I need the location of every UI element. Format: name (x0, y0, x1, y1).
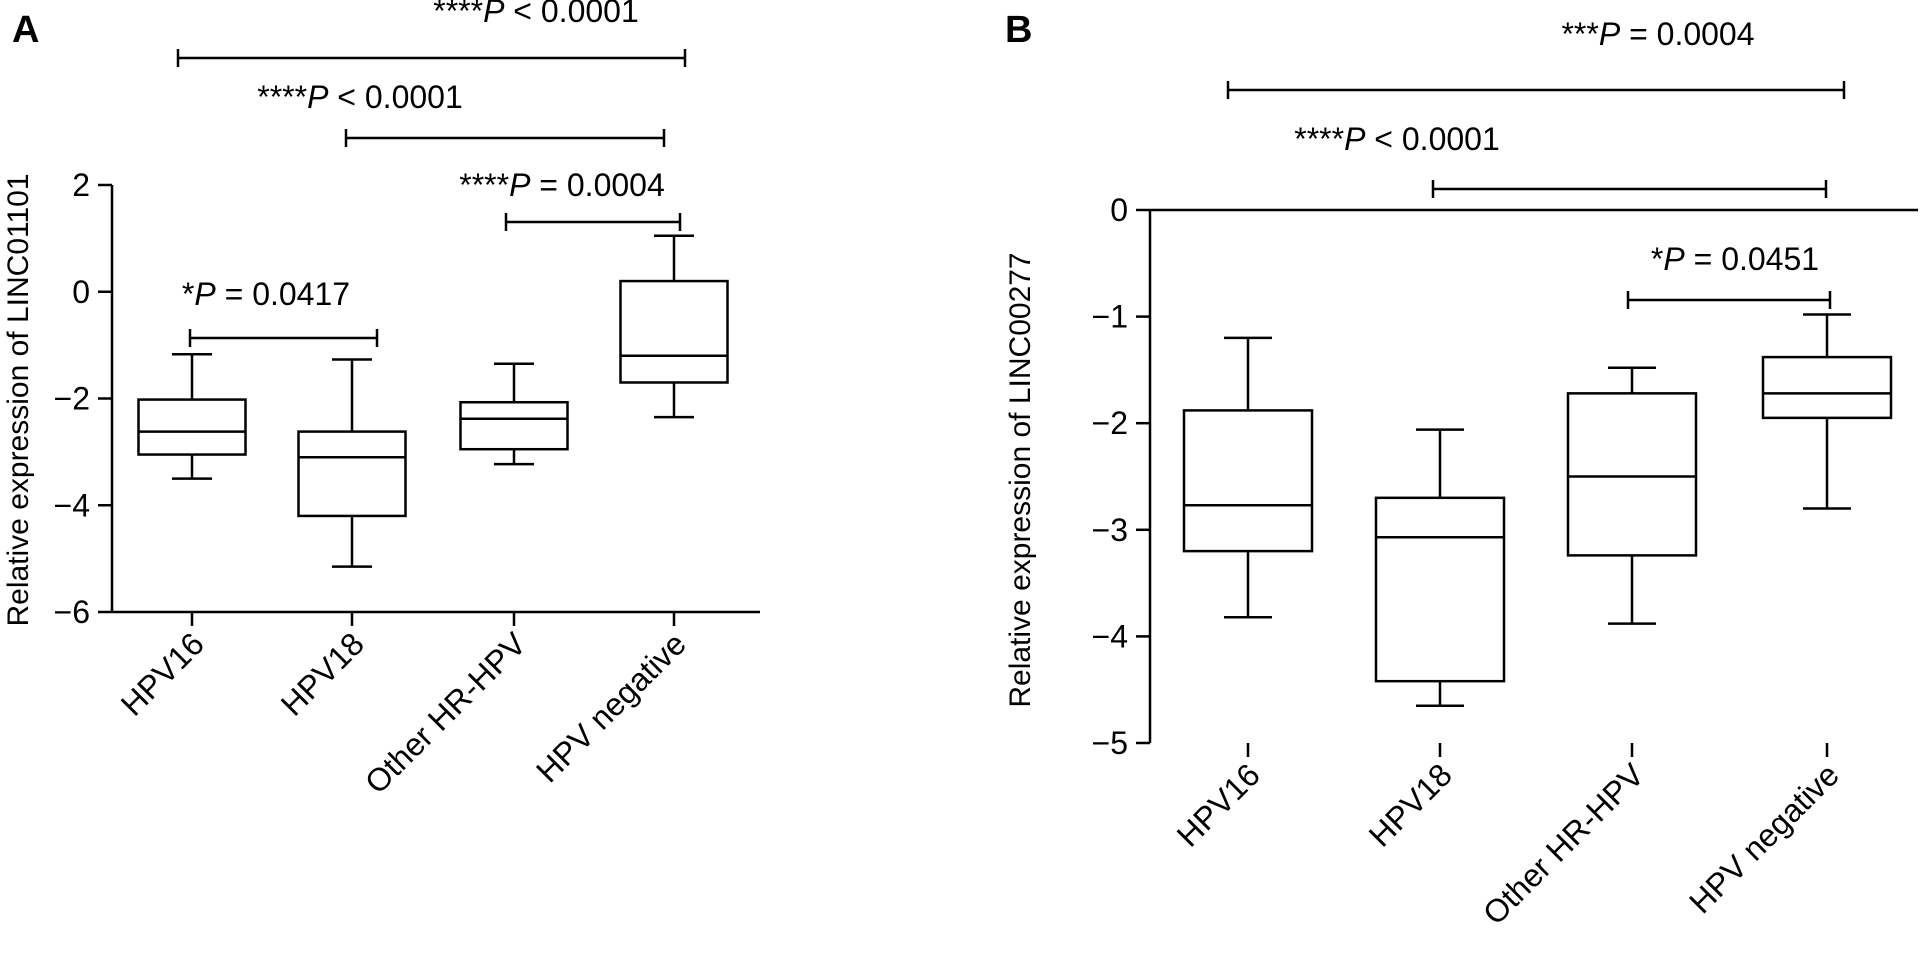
y-tick-label: −4 (54, 487, 90, 523)
significance-bracket: ***P = 0.0004 (1226, 16, 1846, 99)
p-value-annotation: ***P = 0.0004 (1561, 16, 1754, 52)
p-symbol: P (194, 276, 216, 312)
y-tick-label: −4 (1092, 618, 1128, 654)
box-hpv18 (1374, 428, 1506, 707)
p-value-annotation: ****P < 0.0001 (257, 79, 463, 115)
p-value: 0.0001 (541, 0, 639, 29)
x-category-label: HPV18 (1362, 756, 1459, 853)
p-operator: = (1620, 16, 1656, 52)
p-value-annotation: ****P < 0.0001 (1294, 121, 1500, 157)
p-value: 0.0001 (365, 79, 463, 115)
p-value-annotation: ****P = 0.0004 (459, 167, 665, 203)
y-tick-label: −1 (1092, 299, 1128, 335)
box-iqr (459, 400, 569, 451)
y-tick-label: 0 (72, 274, 90, 310)
box-other-hr-hpv (1566, 366, 1698, 625)
significance-bracket: ****P < 0.0001 (1294, 121, 1828, 198)
p-symbol: P (1599, 16, 1621, 52)
p-operator: < (1365, 121, 1401, 157)
p-operator: < (504, 0, 540, 29)
p-operator: = (1685, 241, 1721, 277)
x-category-label: Other HR-HPV (358, 625, 534, 801)
panel-b: B 0 −1 −2 −3 −4 −5 HPV16 HPV18 Other HR-HPV HPV ne… (1004, 9, 1918, 932)
box-iqr (137, 398, 247, 456)
p-symbol: P (483, 0, 505, 29)
x-category-label: HPV negative (529, 625, 693, 789)
significance-bracket: ****P < 0.0001 (176, 0, 687, 67)
p-value-annotation: ****P < 0.0001 (433, 0, 639, 29)
p-value: 0.0001 (1402, 121, 1500, 157)
p-operator: < (328, 79, 364, 115)
panel-letter: B (1005, 9, 1032, 51)
p-symbol: P (509, 167, 531, 203)
significance-stars: **** (433, 0, 483, 29)
p-value-annotation: *P = 0.0451 (1651, 241, 1819, 277)
x-category-label: HPV negative (1682, 756, 1846, 920)
x-category-label: Other HR-HPV (1476, 756, 1652, 932)
significance-stars: *** (1561, 16, 1598, 52)
significance-stars: * (1651, 241, 1663, 277)
y-tick-label: −2 (1092, 405, 1128, 441)
box-hpv18 (297, 358, 407, 568)
box-iqr (1374, 496, 1506, 683)
p-value: 0.0417 (252, 276, 350, 312)
box-hpv-negative (1761, 313, 1893, 510)
box-iqr (1566, 392, 1698, 557)
box-hpv16 (1182, 336, 1314, 619)
p-value: 0.0004 (567, 167, 665, 203)
y-tick-label: −3 (1092, 512, 1128, 548)
box-iqr (1761, 355, 1893, 420)
y-tick-label: 0 (1110, 192, 1128, 228)
x-category-label: HPV16 (114, 625, 211, 722)
p-value: 0.0004 (1657, 16, 1755, 52)
significance-stars: **** (459, 167, 509, 203)
significance-stars: **** (1294, 121, 1344, 157)
y-axis-label: Relative expression of LINC01101 (2, 173, 35, 626)
y-tick-label: −5 (1092, 725, 1128, 761)
box-iqr (619, 279, 729, 384)
p-value: 0.0451 (1721, 241, 1819, 277)
significance-stars: **** (257, 79, 307, 115)
panel-letter: A (12, 9, 39, 51)
x-category-label: HPV16 (1170, 756, 1267, 853)
p-value-annotation: *P = 0.0417 (182, 276, 350, 312)
significance-stars: * (182, 276, 194, 312)
significance-bracket: ****P < 0.0001 (257, 79, 666, 147)
y-tick-label: −2 (54, 381, 90, 417)
y-axis-label: Relative expression of LINC00277 (1004, 252, 1037, 707)
significance-bracket: *P = 0.0451 (1626, 241, 1832, 309)
box-iqr (297, 430, 407, 518)
p-symbol: P (1663, 241, 1685, 277)
significance-bracket: ****P = 0.0004 (459, 167, 682, 231)
y-tick-label: −6 (54, 594, 90, 630)
y-tick-label: 2 (72, 167, 90, 203)
significance-bracket: *P = 0.0417 (182, 276, 379, 347)
box-other-hr-hpv (459, 362, 569, 466)
p-operator: = (216, 276, 252, 312)
p-symbol: P (307, 79, 329, 115)
box-hpv-negative (619, 234, 729, 419)
box-hpv16 (137, 352, 247, 480)
p-symbol: P (1344, 121, 1366, 157)
p-operator: = (530, 167, 566, 203)
box-iqr (1182, 409, 1314, 553)
x-category-label: HPV18 (274, 625, 371, 722)
